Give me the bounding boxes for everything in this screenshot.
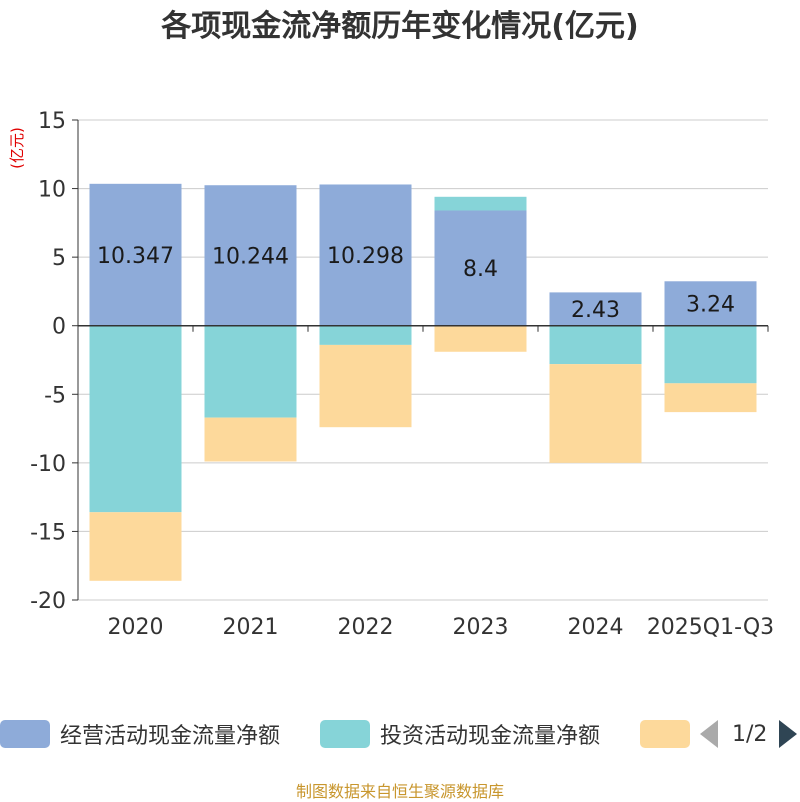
bar-segment[interactable] bbox=[89, 512, 182, 581]
bar-segment[interactable] bbox=[434, 325, 527, 352]
y-tick-label: -15 bbox=[30, 520, 66, 545]
bar-segment[interactable] bbox=[664, 281, 757, 326]
x-tick-label: 2025Q1-Q3 bbox=[647, 615, 774, 640]
bars bbox=[89, 183, 757, 581]
data-label: 10.244 bbox=[212, 244, 289, 269]
x-tick-label: 2022 bbox=[338, 615, 394, 640]
data-label: 3.24 bbox=[686, 292, 735, 317]
legend-swatch-financing bbox=[640, 720, 690, 748]
next-page-icon[interactable] bbox=[779, 720, 798, 748]
legend-label-investing: 投资活动现金流量净额 bbox=[380, 724, 601, 749]
y-tick-labels: 15 10 5 0 -5 -10 -15 -20 bbox=[30, 109, 66, 614]
legend-label-operating: 经营活动现金流量净额 bbox=[60, 724, 281, 749]
data-labels: 10.347 10.244 10.298 8.4 2.43 3.24 bbox=[97, 244, 735, 323]
y-axis-unit: (亿元) bbox=[8, 127, 26, 169]
data-label: 10.298 bbox=[327, 244, 404, 269]
data-source-note: 制图数据来自恒生聚源数据库 bbox=[295, 782, 504, 801]
gridlines bbox=[78, 119, 768, 601]
y-tick-label: 5 bbox=[52, 246, 66, 271]
x-tick-labels: 2020 2021 2022 2023 2024 2025Q1-Q3 bbox=[108, 615, 775, 640]
data-label: 10.347 bbox=[97, 244, 174, 269]
bar-segment[interactable] bbox=[89, 183, 182, 326]
legend-item-financing[interactable] bbox=[640, 718, 700, 750]
legend-pager: 1/2 bbox=[700, 718, 798, 750]
x-tick-label: 2024 bbox=[568, 615, 624, 640]
previous-page-icon[interactable] bbox=[700, 720, 718, 748]
legend-swatch-operating bbox=[0, 720, 50, 748]
y-tick-label: 15 bbox=[38, 109, 66, 134]
bar-segment[interactable] bbox=[319, 184, 412, 326]
bar-segment[interactable] bbox=[204, 417, 297, 462]
bar-segment[interactable] bbox=[319, 344, 412, 428]
data-label: 8.4 bbox=[463, 257, 498, 282]
bar-segment[interactable] bbox=[434, 210, 527, 326]
y-tick-label: -20 bbox=[30, 589, 66, 614]
bar-segment[interactable] bbox=[549, 325, 642, 365]
bar-segment[interactable] bbox=[549, 292, 642, 326]
bar-segment[interactable] bbox=[549, 364, 642, 463]
x-tick-label: 2021 bbox=[223, 615, 279, 640]
y-tick-label: 0 bbox=[52, 315, 66, 340]
legend-swatch-investing bbox=[320, 720, 370, 748]
legend-item-investing[interactable]: 投资活动现金流量净额 bbox=[320, 718, 600, 750]
legend: 经营活动现金流量净额 投资活动现金流量净额 1/2 bbox=[0, 716, 800, 756]
x-tick-label: 2023 bbox=[453, 615, 509, 640]
y-tick-label: -10 bbox=[30, 452, 66, 477]
y-tick-label: -5 bbox=[44, 383, 66, 408]
legend-item-operating[interactable]: 经营活动现金流量净额 bbox=[0, 718, 280, 750]
bar-segment[interactable] bbox=[664, 383, 757, 413]
bar-segment[interactable] bbox=[89, 325, 182, 513]
bar-segment[interactable] bbox=[204, 185, 297, 326]
bar-segment[interactable] bbox=[204, 325, 297, 418]
legend-page-number: 1/2 bbox=[732, 721, 768, 747]
chart-title: 各项现金流净额历年变化情况(亿元) bbox=[160, 9, 638, 44]
bar-segment[interactable] bbox=[664, 325, 757, 384]
data-label: 2.43 bbox=[571, 298, 620, 323]
bar-segment[interactable] bbox=[319, 325, 412, 345]
x-tick-label: 2020 bbox=[108, 615, 164, 640]
axes bbox=[72, 119, 769, 601]
bar-segment[interactable] bbox=[434, 196, 527, 211]
y-tick-label: 10 bbox=[38, 178, 66, 203]
chart: 各项现金流净额历年变化情况(亿元) 15 10 5 0 -5 -10 -15 -20 2020… bbox=[8, 9, 775, 640]
